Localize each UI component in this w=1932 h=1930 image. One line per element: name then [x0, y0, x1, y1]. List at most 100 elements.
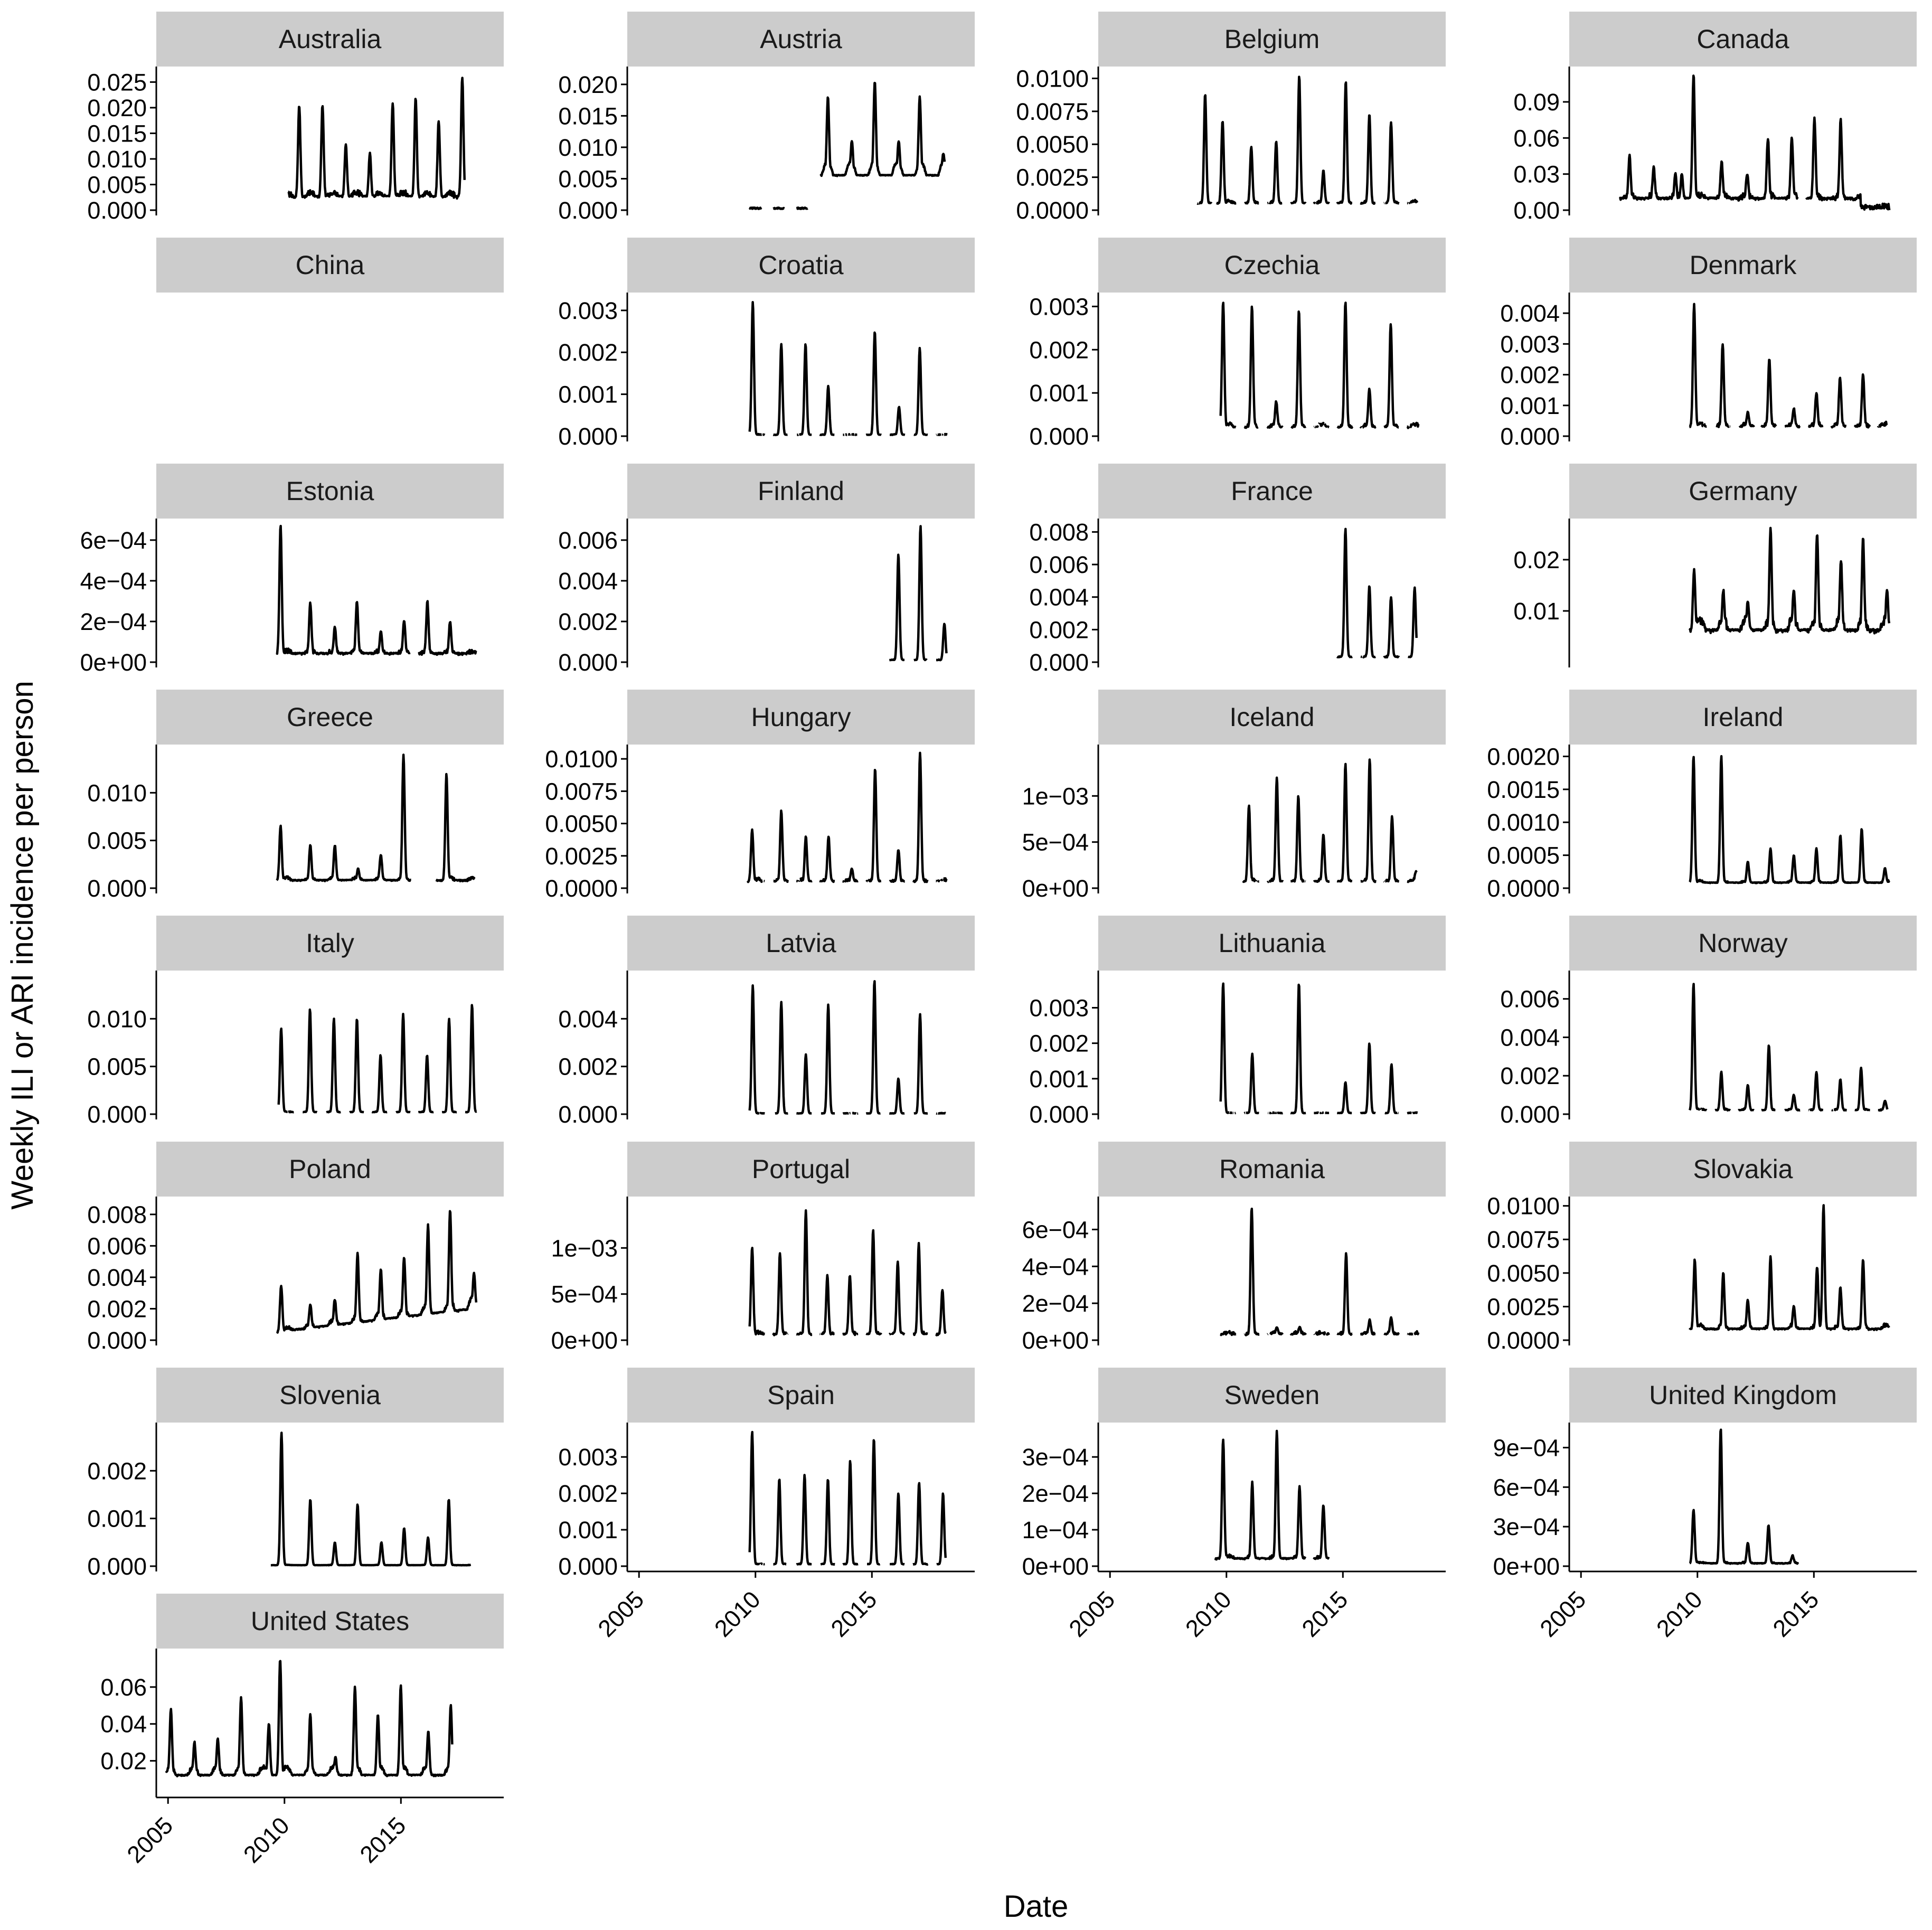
y-tick-label: 0.000: [87, 875, 147, 902]
y-tick-label: 0.002: [558, 1480, 618, 1507]
y-tick-label: 0.025: [87, 69, 147, 96]
y-tick-label: 0.003: [1500, 331, 1560, 357]
y-tick-label: 0.020: [558, 71, 618, 98]
series-line: [748, 980, 947, 1115]
facet-label: Italy: [306, 928, 354, 958]
facet-label: Ireland: [1703, 702, 1784, 732]
facet-strip: [156, 12, 504, 67]
panel-romania: Romania 0e+00 2e−04 4e−04 6e−04: [1022, 1142, 1446, 1354]
y-tick-label: 0.0000: [545, 875, 618, 902]
y-tick-label: 0.001: [558, 1517, 618, 1543]
panel-belgium: Belgium 0.0000 0.0025 0.0050 0.0075 0.0100: [1016, 12, 1446, 224]
y-tick-label: 1e−03: [1022, 783, 1089, 809]
y-tick-label: 0.0075: [1487, 1226, 1560, 1253]
facet-strip: [156, 238, 504, 293]
facet-strip: [627, 12, 975, 67]
series-line: [1219, 302, 1420, 429]
series-line: [1219, 982, 1418, 1115]
y-tick-label: 0.002: [558, 339, 618, 366]
y-tick-label: 0.000: [558, 649, 618, 676]
facet-label: Sweden: [1224, 1380, 1320, 1410]
facet-strip: [627, 1142, 975, 1197]
facet-strip: [1569, 690, 1917, 745]
panel-spain: Spain 0.000 0.001 0.002 0.003 2005 2010 2015: [558, 1368, 975, 1642]
y-tick-label: 0.001: [1029, 1066, 1089, 1093]
facet-strip: [156, 690, 504, 745]
y-tick-label: 0.008: [87, 1201, 147, 1228]
x-tick-label: 2010: [709, 1586, 766, 1642]
y-tick-label: 0.015: [87, 120, 147, 147]
x-tick-label: 2015: [1297, 1586, 1353, 1642]
panel-iceland: Iceland 0e+00 5e−04 1e−03: [1022, 690, 1446, 902]
y-tick-label: 0.0050: [1487, 1260, 1560, 1287]
series-line: [270, 1432, 472, 1567]
y-tick-label: 0.0020: [1487, 743, 1560, 770]
series-line: [276, 1210, 478, 1334]
facet-strip: [627, 464, 975, 519]
y-tick-label: 0.002: [87, 1457, 147, 1484]
y-tick-label: 0.0005: [1487, 842, 1560, 869]
y-tick-label: 0.006: [1029, 551, 1089, 578]
y-tick-label: 0.004: [87, 1264, 147, 1291]
y-tick-label: 0.002: [1500, 1062, 1560, 1089]
facet-strip: [156, 1142, 504, 1197]
y-tick-label: 0.0050: [545, 811, 618, 837]
y-tick-label: 0.003: [558, 297, 618, 324]
y-tick-label: 0.005: [87, 827, 147, 854]
y-tick-label: 0.001: [87, 1505, 147, 1532]
facet-strip: [156, 916, 504, 971]
panel-germany: Germany 0.01 0.02: [1513, 464, 1917, 667]
y-tick-label: 0.02: [100, 1748, 147, 1775]
series-line: [888, 525, 948, 662]
y-tick-label: 0.004: [558, 1005, 618, 1032]
facet-label: Poland: [289, 1154, 371, 1184]
series-line: [1336, 528, 1418, 659]
x-tick-label: 2005: [1063, 1586, 1120, 1642]
panel-slovenia: Slovenia 0.000 0.001 0.002: [87, 1368, 504, 1580]
y-tick-label: 5e−04: [551, 1281, 618, 1308]
series-line: [287, 77, 466, 200]
facet-strip: [1098, 1142, 1446, 1197]
y-tick-label: 0.004: [558, 568, 618, 595]
facet-strip: [1569, 238, 1917, 293]
series-line: [1618, 74, 1891, 211]
series-line: [1689, 755, 1890, 884]
y-tick-label: 0.006: [87, 1232, 147, 1259]
facet-label: Denmark: [1690, 250, 1797, 280]
series-line: [748, 1430, 947, 1566]
y-tick-label: 4e−04: [80, 568, 147, 595]
y-tick-label: 0.04: [100, 1711, 147, 1738]
series-line: [165, 1660, 454, 1777]
y-tick-label: 0.0075: [1016, 98, 1089, 125]
panel-hungary: Hungary 0.0000 0.0025 0.0050 0.0075 0.0100: [545, 690, 975, 902]
y-tick-label: 0.0100: [1016, 65, 1089, 92]
y-tick-label: 0.000: [87, 1327, 147, 1354]
facet-label: Lithuania: [1219, 928, 1326, 958]
panel-finland: Finland 0.000 0.002 0.004 0.006: [558, 464, 975, 676]
y-tick-label: 0.000: [1029, 1101, 1089, 1128]
y-tick-label: 3e−04: [1493, 1513, 1560, 1540]
facet-label: Latvia: [766, 928, 836, 958]
panel-greece: Greece 0.000 0.005 0.010: [87, 690, 504, 902]
facet-label: Slovakia: [1693, 1154, 1793, 1184]
series-line: [746, 751, 948, 883]
y-tick-label: 0.004: [1500, 300, 1560, 327]
y-tick-label: 0.010: [87, 779, 147, 806]
facet-label: China: [296, 250, 365, 280]
y-tick-label: 0.0000: [1016, 197, 1089, 224]
facet-label: Australia: [279, 24, 382, 54]
y-tick-label: 0.03: [1513, 161, 1560, 188]
panel-ireland: Ireland 0.0000 0.0005 0.0010 0.0015 0.0020: [1487, 690, 1917, 902]
panel-denmark: Denmark 0.000 0.001 0.002 0.003 0.004: [1500, 238, 1917, 450]
panel-united-kingdom: United Kingdom 0e+00 3e−04 6e−04 9e−04 2005 20…: [1493, 1368, 1917, 1642]
y-tick-label: 2e−04: [80, 608, 147, 635]
y-tick-label: 0.06: [100, 1674, 147, 1701]
facet-strip: [156, 1368, 504, 1423]
y-tick-label: 0.0025: [545, 843, 618, 870]
facet-label: Croatia: [758, 250, 843, 280]
x-tick-label: 2005: [592, 1586, 649, 1642]
y-tick-label: 0.002: [87, 1295, 147, 1322]
y-tick-label: 0.010: [87, 1005, 147, 1032]
facet-strip: [1098, 12, 1446, 67]
